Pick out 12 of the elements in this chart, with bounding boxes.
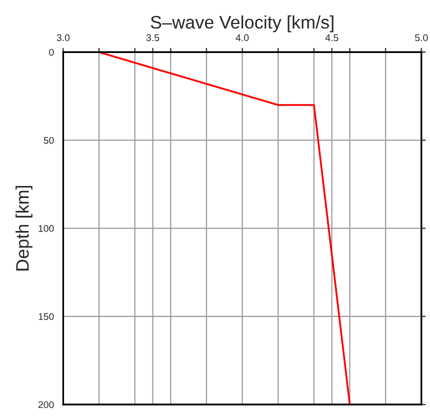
x-tick-label: 4.5 [325,34,338,42]
y-tick-label: 0 [49,48,54,56]
x-tick-label: 3.0 [56,34,70,42]
x-tick-label: 4.0 [236,34,249,42]
y-tick-label: 50 [44,136,54,144]
x-tick-label: 3.5 [146,34,160,42]
y-axis-title: Depth [km] [16,186,32,270]
x-axis-title: S–wave Velocity [km/s] [150,15,334,32]
y-tick-label: 100 [38,225,54,232]
y-tick-label: 150 [38,313,54,320]
x-tick-label: 5.0 [415,34,428,42]
y-tick-label: 200 [38,401,54,408]
